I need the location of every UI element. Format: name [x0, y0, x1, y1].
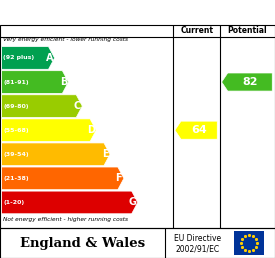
- Text: EU Directive: EU Directive: [174, 234, 222, 243]
- Polygon shape: [2, 191, 138, 214]
- Text: (69-80): (69-80): [3, 104, 29, 109]
- Text: Very energy efficient - lower running costs: Very energy efficient - lower running co…: [3, 37, 128, 42]
- Bar: [234, 231, 264, 255]
- Text: A: A: [46, 53, 53, 63]
- Text: (39-54): (39-54): [3, 152, 29, 157]
- Text: 64: 64: [191, 125, 207, 135]
- Text: (81-91): (81-91): [3, 79, 29, 85]
- Polygon shape: [2, 95, 82, 117]
- Text: England & Wales: England & Wales: [20, 237, 145, 250]
- Text: C: C: [74, 101, 81, 111]
- Polygon shape: [2, 47, 54, 69]
- Text: 82: 82: [242, 77, 258, 87]
- Polygon shape: [2, 143, 110, 166]
- Text: F: F: [116, 173, 122, 183]
- Polygon shape: [175, 121, 217, 139]
- Polygon shape: [2, 71, 68, 93]
- Polygon shape: [222, 73, 272, 91]
- Text: (55-68): (55-68): [3, 128, 29, 133]
- Text: 2002/91/EC: 2002/91/EC: [176, 245, 220, 254]
- Polygon shape: [2, 119, 96, 141]
- Text: E: E: [102, 149, 108, 159]
- Text: Not energy efficient - higher running costs: Not energy efficient - higher running co…: [3, 217, 128, 222]
- Text: Energy Efficiency Rating: Energy Efficiency Rating: [36, 5, 239, 20]
- Text: (1-20): (1-20): [3, 200, 24, 205]
- Text: Potential: Potential: [228, 26, 267, 35]
- Text: B: B: [60, 77, 67, 87]
- Polygon shape: [2, 167, 124, 190]
- Text: (21-38): (21-38): [3, 176, 29, 181]
- Text: D: D: [87, 125, 95, 135]
- Text: (92 plus): (92 plus): [3, 55, 34, 60]
- Text: Current: Current: [180, 26, 213, 35]
- Text: G: G: [129, 197, 137, 207]
